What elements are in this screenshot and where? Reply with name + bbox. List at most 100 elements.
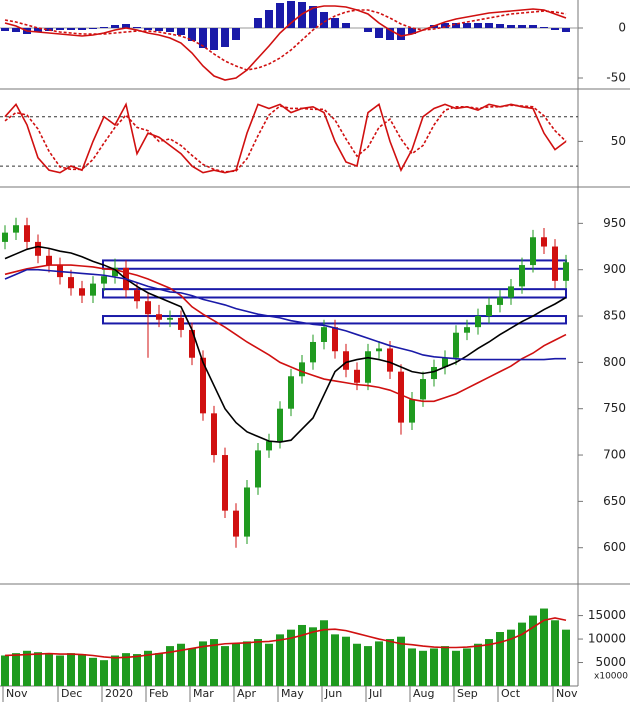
bar: [177, 643, 185, 686]
candle-body: [332, 327, 338, 352]
bar: [474, 643, 482, 686]
candle-body: [112, 267, 118, 277]
y-tick-label: 850: [603, 309, 626, 323]
histogram-bar: [474, 23, 482, 28]
histogram-bar: [562, 28, 570, 32]
candle-body: [530, 237, 536, 266]
bar: [122, 653, 130, 686]
bar: [386, 639, 394, 686]
bar: [364, 646, 372, 686]
x-tick-label: Mar: [193, 687, 214, 700]
candle-body: [563, 262, 569, 281]
bar: [397, 636, 405, 686]
y-tick-label: 0: [618, 21, 626, 35]
histogram-bar: [287, 1, 295, 28]
y-tick-label: 950: [603, 216, 626, 230]
bar: [23, 650, 31, 686]
candle-body: [486, 304, 492, 317]
histogram-bar: [100, 27, 108, 28]
candle-body: [354, 369, 360, 383]
bar: [12, 653, 20, 686]
bar: [331, 634, 339, 686]
bar: [276, 634, 284, 686]
bar: [265, 643, 273, 686]
x-tick-label: Sep: [457, 687, 478, 700]
candle-body: [13, 225, 19, 233]
histogram-bar: [188, 28, 196, 41]
x-tick-label: Nov: [6, 687, 28, 700]
bar: [441, 646, 449, 686]
histogram-bar: [89, 28, 97, 29]
bar: [287, 629, 295, 686]
histogram-bar: [133, 27, 141, 28]
bar: [166, 646, 174, 686]
bar: [67, 653, 75, 686]
candle-body: [387, 348, 393, 372]
bar: [430, 648, 438, 686]
bar: [353, 643, 361, 686]
candle-body: [244, 487, 250, 537]
candle-body: [398, 371, 404, 423]
histogram-bar: [485, 23, 493, 28]
bar: [562, 629, 570, 686]
candle-body: [442, 357, 448, 368]
y-tick-label: 800: [603, 355, 626, 369]
y-tick-label: 750: [603, 401, 626, 415]
histogram-bar: [364, 28, 372, 32]
bar: [56, 655, 64, 686]
candle-body: [255, 450, 261, 488]
histogram-bar: [34, 28, 42, 32]
candle-body: [321, 327, 327, 342]
histogram-bar: [309, 6, 317, 28]
candle-body: [2, 232, 8, 242]
candle-body: [519, 265, 525, 287]
candle-body: [167, 317, 173, 320]
unit-label: x10000: [594, 672, 628, 682]
candle-body: [24, 225, 30, 242]
histogram-bar: [452, 23, 460, 28]
bar: [529, 615, 537, 686]
x-tick-label: Nov: [556, 687, 578, 700]
bar: [111, 655, 119, 686]
histogram-bar: [122, 24, 130, 28]
candle-body: [277, 408, 283, 442]
line: [4, 245, 567, 443]
bar: [188, 648, 196, 686]
line: [4, 9, 567, 71]
bar: [375, 641, 383, 686]
histogram-bar: [78, 28, 86, 30]
line: [4, 268, 566, 361]
candle-body: [343, 351, 349, 370]
histogram-bar: [210, 28, 218, 50]
histogram-bar: [529, 25, 537, 28]
bar: [496, 632, 504, 686]
candle-body: [145, 301, 151, 315]
candle-body: [299, 362, 305, 377]
y-tick-label: 50: [611, 134, 626, 148]
bar: [452, 650, 460, 686]
histogram-bar: [463, 23, 471, 28]
candle-body: [266, 441, 272, 451]
histogram-bar: [56, 28, 64, 30]
bar: [133, 654, 141, 686]
candle-body: [35, 241, 41, 256]
histogram-bar: [441, 23, 449, 28]
histogram-bar: [67, 28, 75, 30]
bar: [78, 654, 86, 686]
histogram-bar: [386, 28, 394, 40]
x-tick-label: May: [281, 687, 304, 700]
bar: [463, 648, 471, 686]
histogram-bar: [144, 28, 152, 30]
bar: [540, 608, 548, 686]
bar: [144, 650, 152, 686]
line: [4, 104, 567, 173]
bar: [155, 653, 163, 686]
bar: [232, 643, 240, 686]
candle-body: [431, 367, 437, 380]
bar: [199, 641, 207, 686]
histogram-bar: [232, 28, 240, 40]
candle-body: [508, 286, 514, 298]
candle-body: [101, 276, 107, 284]
y-tick-label: 900: [603, 262, 626, 276]
